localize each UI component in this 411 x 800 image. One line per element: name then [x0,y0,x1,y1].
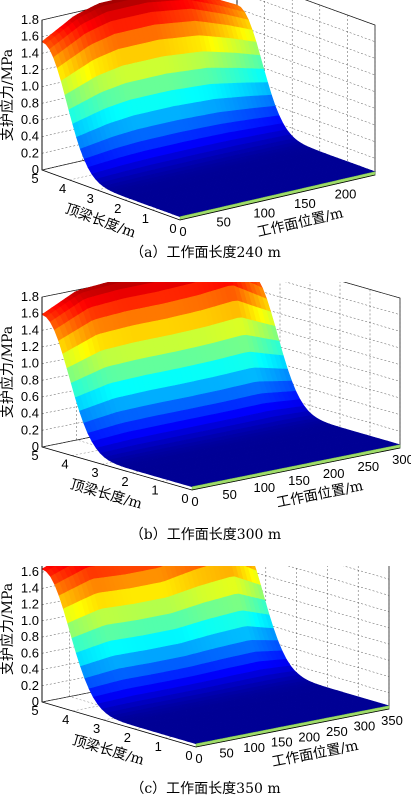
x-tick-label: 5 [31,448,38,463]
z-axis-title: 支护应力/MPa [0,583,16,675]
y-tick-label: 200 [335,187,357,202]
z-tick-label: 0.8 [21,629,39,644]
stress-surface [41,282,401,488]
y-tick-label: 100 [243,740,265,755]
x-tick-label: 2 [121,474,128,489]
x-tick-label: 3 [87,191,94,206]
stress-surface [41,566,390,745]
x-tick-label: 3 [93,721,100,736]
z-tick-label: 0 [32,162,39,177]
grid-line [41,0,376,42]
z-tick-label: 1.0 [21,79,39,94]
x-axis-title: 顶梁长度/m [70,733,146,769]
x-tick-label: 4 [62,712,69,727]
x-tick-label: 1 [142,211,149,226]
grid-line [41,282,401,315]
z-tick-label: 1.4 [21,580,39,595]
z-tick-label: 1.6 [21,306,39,321]
y-tick-label: 0 [179,224,186,239]
z-tick-label: 0.4 [21,406,39,421]
y-tick-label: 100 [253,480,275,495]
z-axis-title: 支护应力/MPa [0,49,16,141]
x-axis-line [41,446,193,491]
y-tick-label: 250 [357,459,379,474]
y-tick-label: 150 [271,735,293,750]
y-tick-label: 350 [381,713,403,728]
z-tick-label: 0 [32,439,39,454]
z-tick-label: 0.4 [21,129,39,144]
y-tick-label: 250 [326,724,348,739]
y-tick-label: 300 [354,718,376,733]
y-tick-label: 300 [392,452,411,467]
x-tick-label: 5 [31,703,38,718]
z-tick-label: 1.2 [21,339,39,354]
z-tick-label: 0.2 [21,678,39,693]
z-tick-label: 0.6 [21,645,39,660]
x-tick-label: 0 [169,221,176,236]
x-tick-label: 2 [114,201,121,216]
grid-line [41,0,376,26]
chart-caption-b: （b）工作面长度300 m [129,527,282,543]
chart-caption-c: （c）工作面长度350 m [130,781,281,797]
z-tick-label: 1.8 [21,289,39,304]
chart-panel-b: 0 0.2 0.4 0.6 0.8 1.0 1.2 1.4 1.6 1.8 0 1 2 3 4 5 0 50 100… [0,282,411,544]
surface-chart-c: 00.20.40.60.81.01.21.41.61.8012345050100… [0,566,403,770]
y-tick-label: 0 [191,494,198,509]
y-tick-label: 200 [323,466,345,481]
floor-grid-line [41,663,236,703]
z-tick-label: 0.8 [21,95,39,110]
z-tick-label: 1.6 [21,29,39,44]
chart-caption-a: （a）工作面长度240 m [130,245,281,261]
z-tick-label: 0 [32,694,39,709]
x-axis-line [41,169,181,221]
y-tick-label: 150 [288,473,310,488]
z-tick-label: 1.4 [21,45,39,60]
z-tick-label: 0.4 [21,662,39,677]
y-axis-line [179,174,376,221]
chart-panel-c: 00.20.40.60.81.01.21.41.61.8012345050100… [0,566,411,800]
stress-surface [41,0,377,218]
y-tick-label: 200 [298,729,320,744]
x-tick-label: 0 [185,748,192,763]
x-tick-label: 1 [155,739,162,754]
z-tick-label: 1.2 [21,62,39,77]
x-axis-title: 顶梁长度/m [63,201,138,241]
z-tick-label: 0.6 [21,389,39,404]
z-tick-label: 1.0 [21,356,39,371]
y-tick-label: 100 [253,205,275,220]
y-tick-label: 50 [216,215,230,230]
y-axis-line [191,447,401,491]
x-tick-label: 4 [61,457,68,472]
z-tick-label: 1.4 [21,322,39,337]
z-tick-label: 0.6 [21,112,39,127]
y-tick-label: 150 [294,196,316,211]
z-tick-label: 1.0 [21,613,39,628]
x-tick-label: 5 [31,171,38,186]
chart-panel-a: 0 0.2 0.4 0.6 0.8 1.0 1.2 1.4 1.6 1.8 0 1 2 3 4 5 0 50 100… [0,0,411,262]
y-tick-label: 50 [219,746,233,761]
x-tick-label: 0 [181,491,188,506]
z-tick-label: 1.2 [21,597,39,612]
z-tick-label: 1.8 [21,12,39,27]
x-tick-label: 3 [91,465,98,480]
surface-chart-a: 00.20.40.60.81.01.21.41.61.8012345050100… [0,0,377,241]
x-axis-line [41,701,197,748]
y-tick-label: 50 [222,487,236,502]
z-tick-label: 0.8 [21,372,39,387]
z-tick-label: 0.2 [21,145,39,160]
x-tick-label: 2 [124,730,131,745]
z-tick-label: 0.2 [21,422,39,437]
y-axis-line [195,708,390,748]
grid-line [41,282,401,299]
y-tick-label: 0 [195,751,202,766]
z-tick-label: 1.6 [21,566,39,579]
x-tick-label: 1 [151,482,158,497]
x-tick-label: 4 [59,181,66,196]
z-axis-title: 支护应力/MPa [0,326,16,418]
x-axis-title: 顶梁长度/m [68,477,144,513]
